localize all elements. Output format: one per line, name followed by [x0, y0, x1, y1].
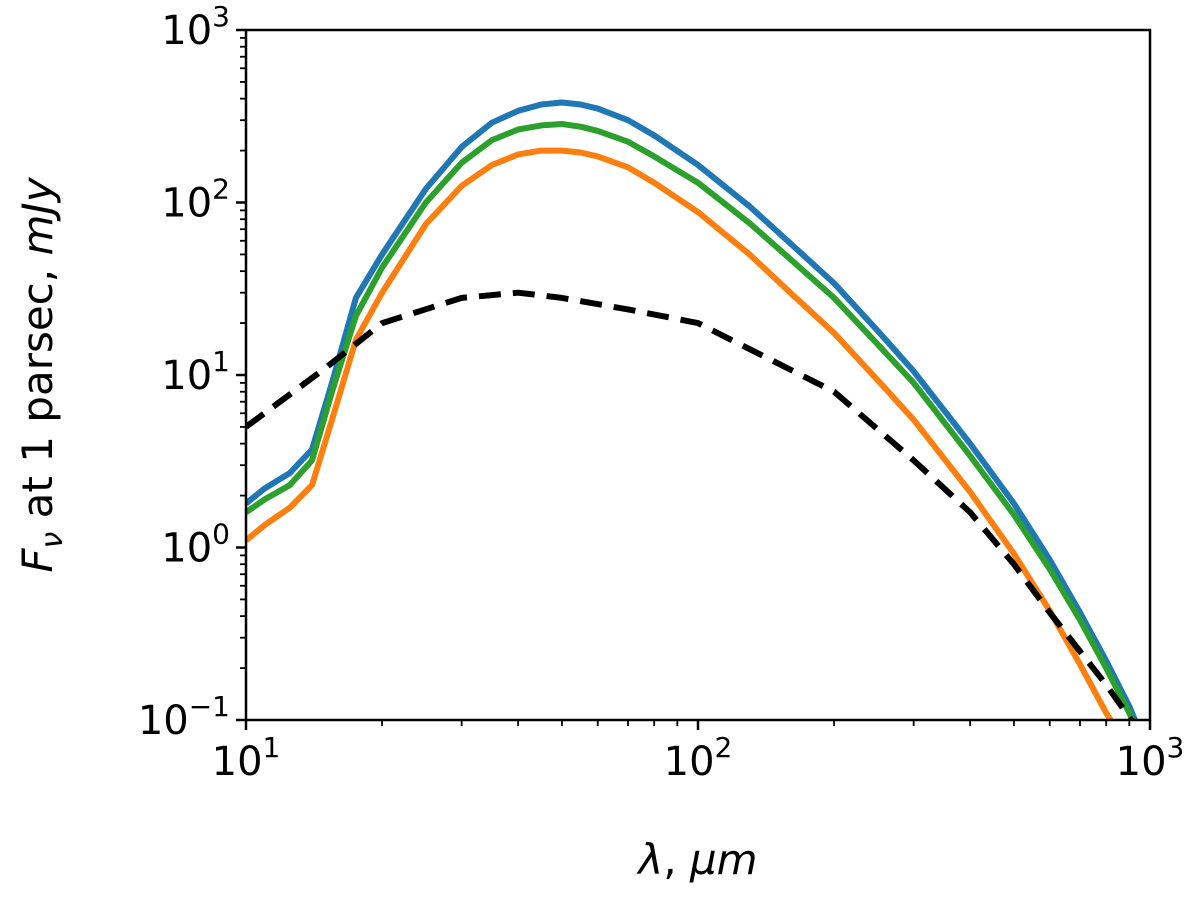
- y-tick-label: 103: [161, 0, 230, 54]
- y-tick-base: 10: [161, 526, 212, 572]
- series-line-blue: [246, 99, 1139, 720]
- y-axis-subscript: ν: [35, 531, 70, 548]
- x-tick-label: 102: [664, 731, 733, 785]
- plot-frame: [244, 28, 1152, 722]
- x-axis-unit: μm: [689, 835, 758, 884]
- x-axis-symbol: λ: [636, 835, 663, 884]
- y-tick-label: 10−1: [138, 690, 230, 744]
- y-tick-exp: 3: [212, 0, 230, 33]
- y-tick-label: 100: [161, 518, 230, 572]
- y-axis-unit: mJy: [13, 176, 62, 255]
- x-tick-base: 10: [1116, 739, 1167, 785]
- y-tick-base: 10: [161, 8, 212, 54]
- x-axis-label: λ, μm: [636, 835, 757, 884]
- series-layer: [246, 99, 1139, 720]
- x-tick-base: 10: [212, 739, 263, 785]
- x-tick-exp: 1: [263, 731, 281, 764]
- y-axis-middle: at 1 parsec,: [13, 256, 62, 532]
- series-line-green: [246, 121, 1136, 720]
- y-tick-base: 10: [161, 353, 212, 399]
- x-tick-base: 10: [664, 739, 715, 785]
- y-tick-exp: 0: [212, 518, 230, 551]
- series-line-black-dashed: [246, 289, 1135, 720]
- x-tick-labels: 101 102 103: [212, 731, 1185, 785]
- y-tick-base: 10: [138, 698, 189, 744]
- series-line-orange: [246, 147, 1115, 720]
- y-tick-label: 102: [161, 173, 230, 227]
- x-tick-exp: 3: [1167, 731, 1185, 764]
- x-tick-exp: 2: [715, 731, 733, 764]
- y-axis-symbol: F: [13, 548, 62, 573]
- x-axis-sep: ,: [663, 835, 690, 884]
- y-axis-label: Fν at 1 parsec, mJy: [13, 176, 70, 572]
- y-tick-base: 10: [161, 181, 212, 227]
- x-tick-label: 103: [1116, 731, 1185, 785]
- major-ticks: [236, 28, 1152, 730]
- y-tick-exp: 2: [212, 173, 230, 206]
- y-tick-exp: 1: [212, 345, 230, 378]
- x-tick-label: 101: [212, 731, 281, 785]
- y-tick-label: 101: [161, 345, 230, 399]
- y-tick-exp: −1: [189, 690, 230, 723]
